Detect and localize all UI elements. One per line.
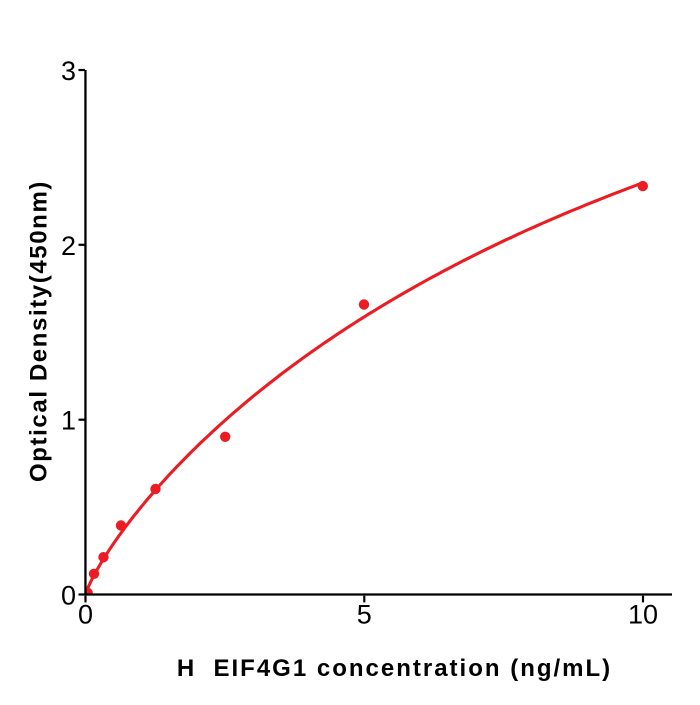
svg-text:1: 1 <box>61 406 76 436</box>
svg-text:0: 0 <box>78 600 93 630</box>
svg-text:2: 2 <box>61 231 76 261</box>
svg-text:Optical Density(450nm): Optical Density(450nm) <box>26 180 53 482</box>
svg-text:0: 0 <box>61 581 76 611</box>
svg-text:10: 10 <box>628 600 658 630</box>
svg-text:3: 3 <box>61 56 76 86</box>
svg-text:H EIF4G1 concentration (ng/mL: H EIF4G1 concentration (ng/mL) <box>177 655 612 682</box>
svg-text:5: 5 <box>357 600 372 630</box>
